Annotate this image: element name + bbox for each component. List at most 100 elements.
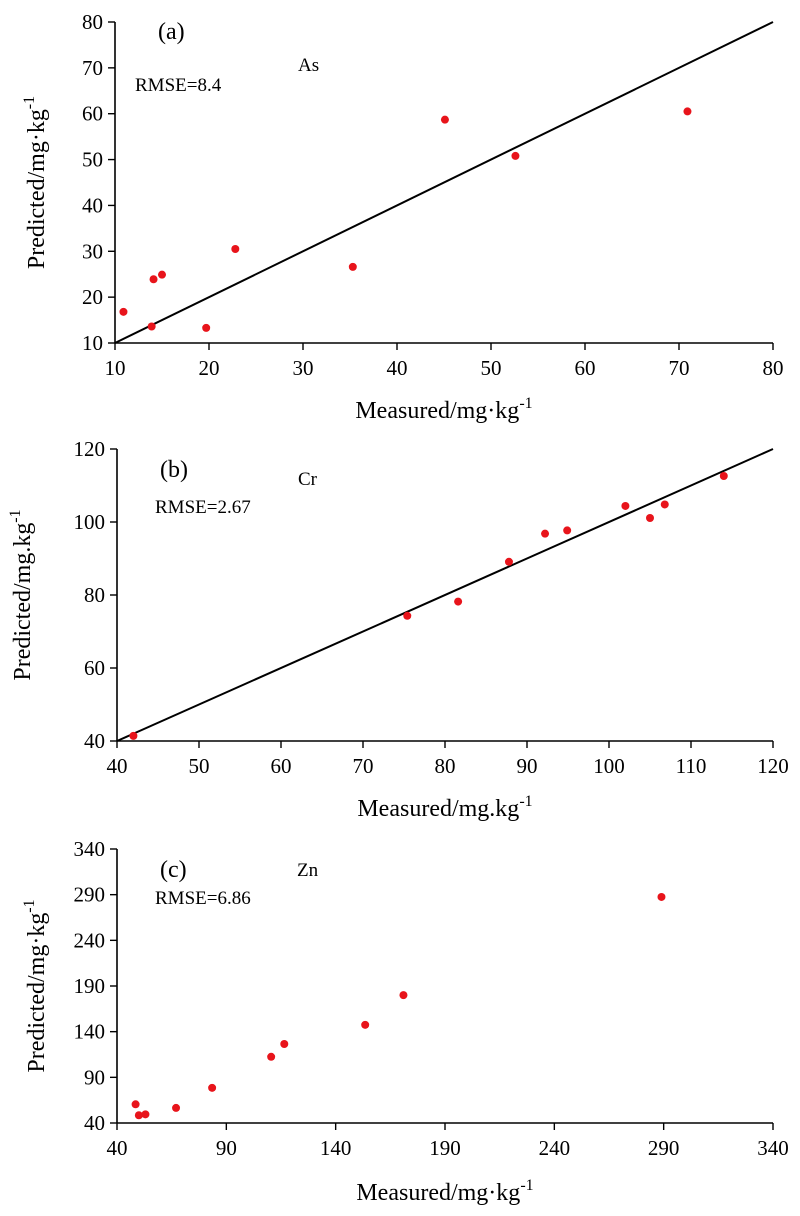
x-tick-label: 20 xyxy=(199,356,220,380)
x-tick-label: 50 xyxy=(481,356,502,380)
x-tick-label: 90 xyxy=(216,1136,237,1160)
x-axis-title-text: Measured/mg·kg xyxy=(356,1180,520,1206)
y-tick-label: 120 xyxy=(74,437,106,461)
y-axis-title: Predicted/mg.kg-1 xyxy=(7,509,36,680)
data-point xyxy=(348,262,357,271)
x-tick-label: 190 xyxy=(429,1136,461,1160)
y-tick-label: 100 xyxy=(74,510,106,534)
data-point xyxy=(202,323,211,332)
x-tick-label: 40 xyxy=(107,754,128,778)
y-tick-label: 20 xyxy=(82,285,103,309)
x-tick-label: 80 xyxy=(763,356,784,380)
data-point xyxy=(231,244,240,253)
y-tick-label: 340 xyxy=(74,837,106,861)
x-tick-label: 110 xyxy=(676,754,707,778)
x-axis-title: Measured/mg·kg-1 xyxy=(355,395,532,424)
panel-label: (b) xyxy=(160,457,188,483)
data-point xyxy=(172,1103,181,1112)
y-axis-title-text: Predicted/mg·kg xyxy=(24,109,50,269)
data-point xyxy=(129,731,138,740)
data-point xyxy=(454,597,463,606)
x-tick-label: 50 xyxy=(189,754,210,778)
x-tick-label: 70 xyxy=(669,356,690,380)
rmse-label: RMSE=6.86 xyxy=(155,888,251,909)
x-axis-title-exponent: -1 xyxy=(520,1177,533,1194)
y-tick-label: 40 xyxy=(84,1111,105,1135)
x-tick-label: 60 xyxy=(575,356,596,380)
data-point xyxy=(399,991,408,1000)
y-axis-title: Predicted/mg·kg-1 xyxy=(21,96,50,269)
data-point xyxy=(660,500,669,509)
x-tick-label: 80 xyxy=(435,754,456,778)
data-point xyxy=(361,1020,370,1029)
data-point xyxy=(267,1052,276,1061)
data-point xyxy=(541,529,550,538)
x-axis-title: Measured/mg·kg-1 xyxy=(356,1177,533,1206)
x-axis-title: Measured/mg.kg-1 xyxy=(357,793,532,822)
reference-line-1-to-1 xyxy=(114,21,774,344)
element-label: Zn xyxy=(297,860,319,881)
x-tick-label: 70 xyxy=(353,754,374,778)
x-tick-label: 240 xyxy=(539,1136,571,1160)
x-tick-label: 100 xyxy=(593,754,625,778)
rmse-label: RMSE=2.67 xyxy=(155,497,251,518)
data-point xyxy=(149,275,158,284)
x-axis-title-text: Measured/mg.kg xyxy=(357,796,519,822)
x-axis-title-exponent: -1 xyxy=(519,793,532,810)
y-tick-label: 40 xyxy=(84,729,105,753)
panel-label: (a) xyxy=(158,19,185,45)
y-tick-label: 10 xyxy=(82,331,103,355)
data-point xyxy=(208,1083,217,1092)
panel-label: (c) xyxy=(160,857,187,883)
y-tick-label: 190 xyxy=(74,974,106,998)
data-point xyxy=(158,270,166,279)
y-tick-label: 60 xyxy=(84,656,105,680)
data-point xyxy=(119,307,128,316)
data-point xyxy=(504,557,513,566)
y-tick-label: 60 xyxy=(82,102,103,126)
x-tick-label: 340 xyxy=(757,1136,789,1160)
y-tick-label: 40 xyxy=(82,193,103,217)
data-point xyxy=(511,151,520,160)
data-point xyxy=(280,1039,289,1048)
x-axis-title-text: Measured/mg·kg xyxy=(355,398,519,424)
x-axis-title-exponent: -1 xyxy=(519,395,532,412)
x-tick-label: 120 xyxy=(757,754,789,778)
x-tick-label: 30 xyxy=(293,356,314,380)
data-point xyxy=(141,1110,150,1119)
data-point xyxy=(131,1100,140,1109)
data-point xyxy=(440,115,449,124)
data-point xyxy=(657,892,666,901)
data-point xyxy=(683,107,692,116)
element-label: Cr xyxy=(298,469,318,490)
data-point xyxy=(646,513,654,522)
rmse-label: RMSE=8.4 xyxy=(135,75,222,96)
data-point xyxy=(621,501,630,510)
reference-line-1-to-1 xyxy=(116,448,774,742)
y-axis-title-exponent: -1 xyxy=(7,509,24,522)
x-tick-label: 10 xyxy=(105,356,126,380)
data-point xyxy=(719,472,728,481)
y-tick-label: 50 xyxy=(82,148,103,172)
y-axis-title-text: Predicted/mg·kg xyxy=(24,913,50,1073)
y-tick-label: 70 xyxy=(82,56,103,80)
y-tick-label: 80 xyxy=(82,10,103,34)
x-tick-label: 140 xyxy=(320,1136,352,1160)
data-point xyxy=(403,611,412,620)
y-tick-label: 90 xyxy=(84,1065,105,1089)
x-tick-label: 40 xyxy=(107,1136,128,1160)
element-label: As xyxy=(298,55,319,76)
data-point xyxy=(147,322,156,331)
y-axis-title-text: Predicted/mg.kg xyxy=(10,523,36,681)
y-tick-label: 290 xyxy=(74,883,106,907)
y-axis-title-exponent: -1 xyxy=(21,899,38,912)
y-tick-label: 80 xyxy=(84,583,105,607)
x-tick-label: 90 xyxy=(517,754,538,778)
y-tick-label: 30 xyxy=(82,239,103,263)
x-tick-label: 290 xyxy=(648,1136,680,1160)
x-tick-label: 40 xyxy=(387,356,408,380)
data-point xyxy=(134,1111,143,1120)
data-point xyxy=(563,526,572,535)
